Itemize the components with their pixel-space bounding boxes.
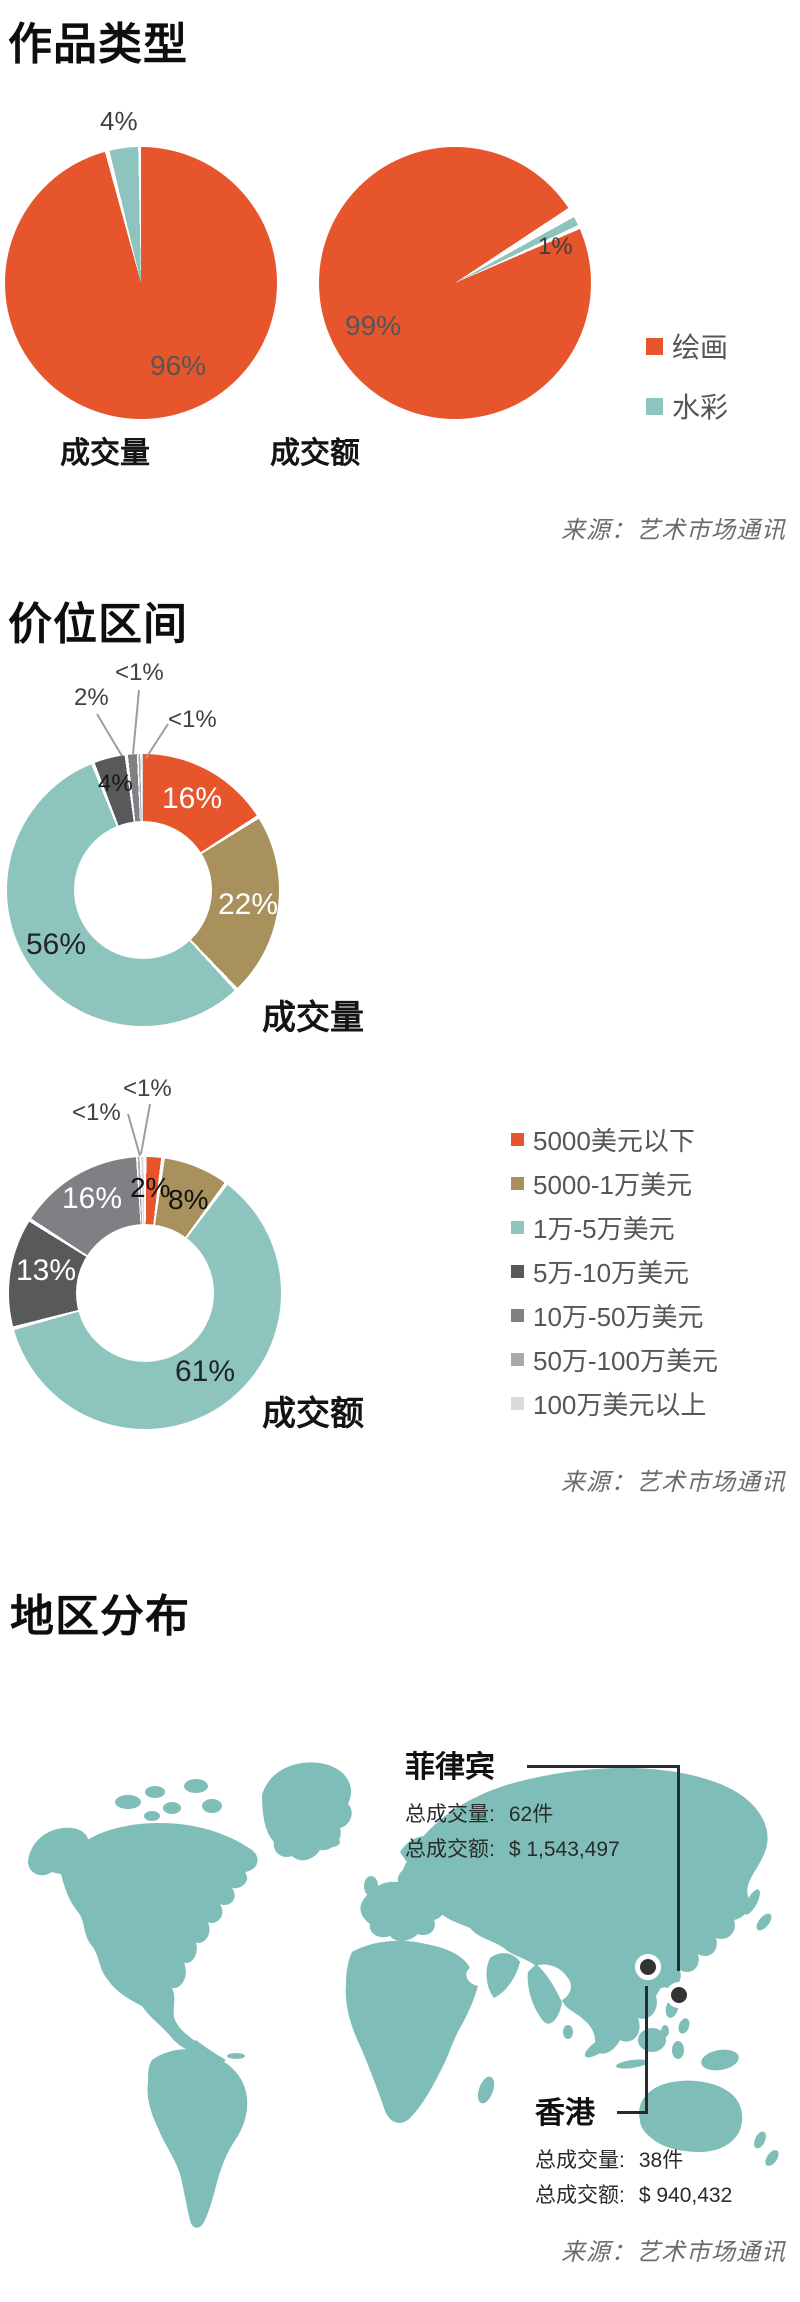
legend-item: 水彩	[646, 386, 728, 426]
price-range-legend: 5000美元以下 5000-1万美元 1万-5万美元 5万-10万美元 10万-…	[511, 1117, 718, 1425]
hongkong-map-dot	[635, 1954, 661, 1980]
legend-swatch-painting	[646, 337, 663, 355]
legend-swatch-10k-50k	[511, 1220, 524, 1234]
legend-item: 1万-5万美元	[511, 1205, 718, 1249]
donut-volume-label-p3: 56%	[26, 928, 87, 961]
pie-chart-value	[319, 147, 591, 419]
donut-value-label-p1: 2%	[130, 1172, 171, 1203]
legend-label-10k-50k: 1万-5万美元	[533, 1213, 675, 1244]
philippines-amount-row: 总成交额: $ 1,543,497	[405, 1833, 620, 1863]
source-note-2: 来源：艺术市场通讯	[561, 1469, 786, 1496]
philippines-volume-row: 总成交量: 62件	[405, 1798, 553, 1828]
hongkong-amount-value: $ 940,432	[638, 2184, 733, 2207]
hongkong-amount-label: 总成交额:	[535, 2184, 625, 2207]
source-note-3: 来源：艺术市场通讯	[561, 2239, 786, 2266]
pie-chart-volume	[5, 147, 277, 419]
legend-label-watercolor: 水彩	[672, 392, 729, 423]
section-title-region: 地区分布	[10, 1592, 190, 1641]
pie-value-caption: 成交额	[270, 437, 360, 470]
donut-volume-label-p1: 16%	[162, 782, 223, 815]
artwork-type-legend: 绘画 水彩	[646, 326, 728, 446]
hongkong-volume-value: 38件	[638, 2149, 684, 2172]
donut-volume-label-p4: 4%	[98, 770, 133, 797]
legend-swatch-over-1m	[511, 1396, 524, 1410]
donut-volume-label-p2: 22%	[218, 888, 279, 921]
donut-value-label-p2: 8%	[168, 1184, 209, 1215]
legend-swatch-watercolor	[646, 397, 663, 415]
donut-volume-label-p6: <1%	[115, 659, 164, 686]
legend-item: 50万-100万美元	[511, 1337, 718, 1381]
hongkong-amount-row: 总成交额: $ 940,432	[535, 2179, 732, 2209]
legend-swatch-500k-1m	[511, 1352, 524, 1366]
philippines-volume-label: 总成交量:	[405, 1803, 495, 1826]
philippines-amount-value: $ 1,543,497	[508, 1838, 620, 1861]
legend-item: 5000美元以下	[511, 1117, 718, 1161]
pie-volume-caption: 成交量	[60, 437, 150, 470]
donut-volume-label-p5: 2%	[74, 684, 109, 711]
philippines-callout-line-horizontal	[527, 1765, 680, 1768]
donut-chart-volume	[7, 754, 279, 1026]
legend-label-50k-100k: 5万-10万美元	[533, 1257, 690, 1288]
legend-item: 5万-10万美元	[511, 1249, 718, 1293]
source-note-1: 来源：艺术市场通讯	[561, 517, 786, 544]
legend-item: 100万美元以上	[511, 1381, 718, 1425]
section-title-price-range: 价位区间	[8, 600, 188, 649]
philippines-volume-value: 62件	[508, 1803, 554, 1826]
legend-label-100k-500k: 10万-50万美元	[533, 1301, 704, 1332]
donut-value-label-p6: <1%	[123, 1075, 172, 1102]
legend-label-under-5000: 5000美元以下	[533, 1125, 695, 1156]
legend-item: 5000-1万美元	[511, 1161, 718, 1205]
donut-value-label-p7: <1%	[72, 1099, 121, 1126]
legend-swatch-100k-500k	[511, 1308, 524, 1322]
donut-value-caption: 成交额	[262, 1395, 364, 1433]
legend-label-500k-1m: 50万-100万美元	[533, 1345, 718, 1376]
legend-label-painting: 绘画	[672, 332, 729, 363]
hongkong-volume-row: 总成交量: 38件	[535, 2144, 683, 2174]
philippines-label: 菲律宾	[405, 1751, 495, 1784]
pie-value-minor-label: 1%	[538, 233, 573, 260]
hongkong-callout-line-vertical	[645, 1986, 648, 2111]
donut-value-label-p3: 61%	[175, 1355, 236, 1388]
legend-label-over-1m: 100万美元以上	[533, 1389, 707, 1420]
legend-swatch-under-5000	[511, 1132, 524, 1146]
hongkong-volume-label: 总成交量:	[535, 2149, 625, 2172]
legend-swatch-5000-10k	[511, 1176, 524, 1190]
donut-value-label-p4: 13%	[16, 1254, 77, 1287]
hongkong-callout-line-horizontal	[617, 2111, 648, 2114]
philippines-callout-line-vertical	[677, 1765, 680, 1971]
section-title-artwork-type: 作品类型	[8, 20, 188, 69]
pie-volume-major-label: 96%	[150, 350, 207, 381]
legend-label-5000-10k: 5000-1万美元	[533, 1169, 692, 1200]
philippines-amount-label: 总成交额:	[405, 1838, 495, 1861]
pie-volume-minor-label: 4%	[100, 106, 138, 136]
donut-volume-caption: 成交量	[262, 999, 364, 1037]
legend-item: 绘画	[646, 326, 728, 366]
donut-value-label-p5: 16%	[62, 1182, 123, 1215]
legend-item: 10万-50万美元	[511, 1293, 718, 1337]
legend-swatch-50k-100k	[511, 1264, 524, 1278]
hongkong-label: 香港	[535, 2097, 595, 2130]
pie-value-major-label: 99%	[345, 310, 402, 341]
donut-chart-value	[9, 1157, 281, 1429]
philippines-map-dot	[666, 1982, 692, 2008]
donut-volume-label-p7: <1%	[168, 706, 217, 733]
